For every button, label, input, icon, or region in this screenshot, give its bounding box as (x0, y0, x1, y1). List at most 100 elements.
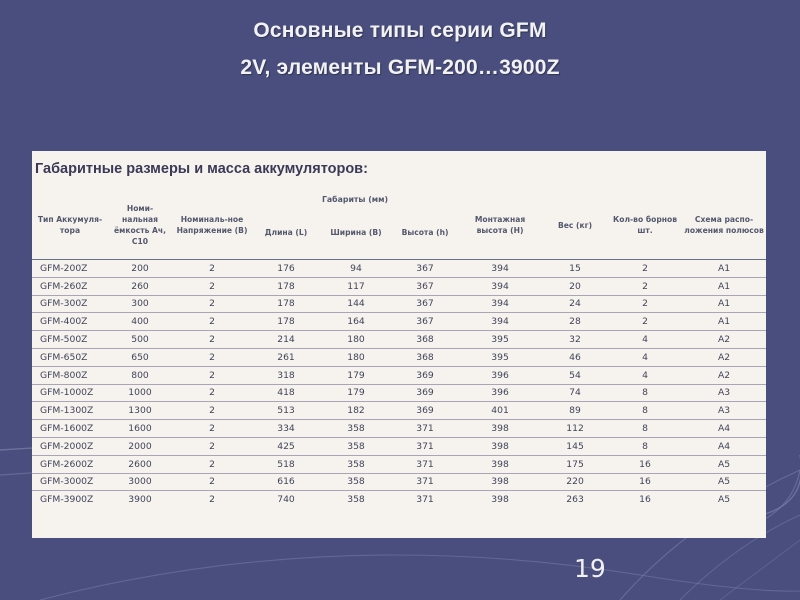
cell-mount-height: 394 (458, 276, 543, 296)
cell-length: 214 (252, 330, 320, 349)
cell-voltage: 2 (172, 259, 252, 278)
cell-type: GFM-1300Z (32, 401, 108, 420)
cell-weight: 89 (542, 401, 609, 420)
table-body: GFM-200Z 200 2 176 94 367 394 15 2 A1 GFM-260Z 260 2… (32, 259, 767, 509)
col-header-height: Высота (h) (401, 227, 449, 237)
cell-length: 616 (252, 472, 320, 491)
cell-capacity: 1300 (108, 401, 172, 420)
cell-width: 358 (320, 436, 392, 456)
cell-weight: 220 (542, 472, 609, 491)
cell-voltage: 2 (172, 365, 252, 385)
cell-width: 179 (320, 365, 392, 385)
col-header-voltage: Номиналь-ное Напряжение (В) (176, 215, 248, 235)
cell-weight: 24 (542, 294, 609, 313)
table-row: GFM-400Z 400 2 178 164 367 394 28 2 A1 (32, 312, 767, 331)
cell-capacity: 2600 (108, 454, 172, 474)
cell-height: 371 (392, 419, 459, 438)
cell-pole-layout: A4 (682, 419, 767, 438)
col-header-width: Ширина (В) (330, 227, 382, 237)
cell-terminals: 4 (608, 347, 683, 367)
cell-terminals: 8 (608, 383, 683, 402)
cell-width: 358 (320, 419, 392, 438)
cell-type: GFM-2600Z (32, 454, 108, 474)
table-row: GFM-2600Z 2600 2 518 358 371 398 175 16 A5 (32, 454, 767, 474)
cell-pole-layout: A3 (682, 383, 767, 402)
cell-mount-height: 394 (458, 312, 543, 331)
cell-height: 369 (392, 401, 459, 420)
cell-weight: 46 (542, 347, 609, 367)
cell-capacity: 400 (108, 312, 172, 331)
cell-pole-layout: A2 (682, 347, 767, 367)
cell-height: 368 (392, 330, 459, 349)
table-row: GFM-300Z 300 2 178 144 367 394 24 2 A1 (32, 294, 767, 313)
table-row: GFM-800Z 800 2 318 179 369 396 54 4 A2 (32, 365, 767, 385)
table-row: GFM-3900Z 3900 2 740 358 371 398 263 16 A5 (32, 490, 767, 509)
cell-voltage: 2 (172, 276, 252, 296)
cell-capacity: 2000 (108, 436, 172, 456)
table-row: GFM-1000Z 1000 2 418 179 369 396 74 8 A3 (32, 383, 767, 402)
cell-length: 425 (252, 436, 320, 456)
cell-length: 334 (252, 419, 320, 438)
cell-weight: 54 (542, 365, 609, 385)
cell-capacity: 1600 (108, 419, 172, 438)
col-header-dimensions-group: Габариты (мм) (321, 195, 389, 204)
cell-weight: 145 (542, 436, 609, 456)
cell-mount-height: 394 (458, 259, 543, 278)
cell-pole-layout: A5 (682, 490, 767, 509)
col-header-pole-layout: Схема распо-ложения полюсов (684, 215, 764, 235)
cell-length: 176 (252, 259, 320, 278)
cell-terminals: 16 (608, 454, 683, 474)
cell-pole-layout: A1 (682, 312, 767, 331)
cell-length: 740 (252, 490, 320, 509)
cell-width: 358 (320, 454, 392, 474)
cell-length: 178 (252, 276, 320, 296)
cell-voltage: 2 (172, 401, 252, 420)
cell-capacity: 650 (108, 347, 172, 367)
cell-terminals: 8 (608, 436, 683, 456)
cell-voltage: 2 (172, 294, 252, 313)
cell-height: 369 (392, 365, 459, 385)
cell-terminals: 8 (608, 419, 683, 438)
cell-pole-layout: A4 (682, 436, 767, 456)
cell-type: GFM-650Z (32, 347, 108, 367)
cell-terminals: 4 (608, 365, 683, 385)
cell-height: 367 (392, 294, 459, 313)
cell-length: 518 (252, 454, 320, 474)
table-row: GFM-1600Z 1600 2 334 358 371 398 112 8 A4 (32, 419, 767, 438)
cell-width: 180 (320, 330, 392, 349)
cell-length: 418 (252, 383, 320, 402)
cell-capacity: 3000 (108, 472, 172, 491)
col-header-weight: Вес (кг) (557, 220, 593, 230)
cell-voltage: 2 (172, 472, 252, 491)
cell-height: 367 (392, 259, 459, 278)
col-header-terminals: Кол-во борнов шт. (613, 215, 678, 235)
cell-mount-height: 398 (458, 490, 543, 509)
cell-length: 261 (252, 347, 320, 367)
cell-terminals: 2 (608, 294, 683, 313)
cell-mount-height: 394 (458, 294, 543, 313)
table-row: GFM-2000Z 2000 2 425 358 371 398 145 8 A4 (32, 436, 767, 456)
cell-pole-layout: A2 (682, 330, 767, 349)
table-row: GFM-1300Z 1300 2 513 182 369 401 89 8 A3 (32, 401, 767, 420)
page-number: 19 (574, 554, 606, 583)
table-row: GFM-260Z 260 2 178 117 367 394 20 2 A1 (32, 276, 767, 296)
cell-type: GFM-200Z (32, 259, 108, 278)
cell-height: 367 (392, 276, 459, 296)
cell-type: GFM-500Z (32, 330, 108, 349)
col-header-length: Длина (L) (264, 227, 308, 237)
cell-pole-layout: A1 (682, 276, 767, 296)
cell-weight: 263 (542, 490, 609, 509)
col-header-mount-height: Монтажная высота (Н) (474, 215, 526, 235)
cell-capacity: 3900 (108, 490, 172, 509)
cell-height: 371 (392, 454, 459, 474)
cell-terminals: 2 (608, 312, 683, 331)
cell-height: 368 (392, 347, 459, 367)
cell-type: GFM-300Z (32, 294, 108, 313)
cell-mount-height: 398 (458, 454, 543, 474)
table-row: GFM-500Z 500 2 214 180 368 395 32 4 A2 (32, 330, 767, 349)
cell-terminals: 16 (608, 472, 683, 491)
cell-type: GFM-400Z (32, 312, 108, 331)
cell-width: 182 (320, 401, 392, 420)
cell-voltage: 2 (172, 347, 252, 367)
cell-type: GFM-1000Z (32, 383, 108, 402)
